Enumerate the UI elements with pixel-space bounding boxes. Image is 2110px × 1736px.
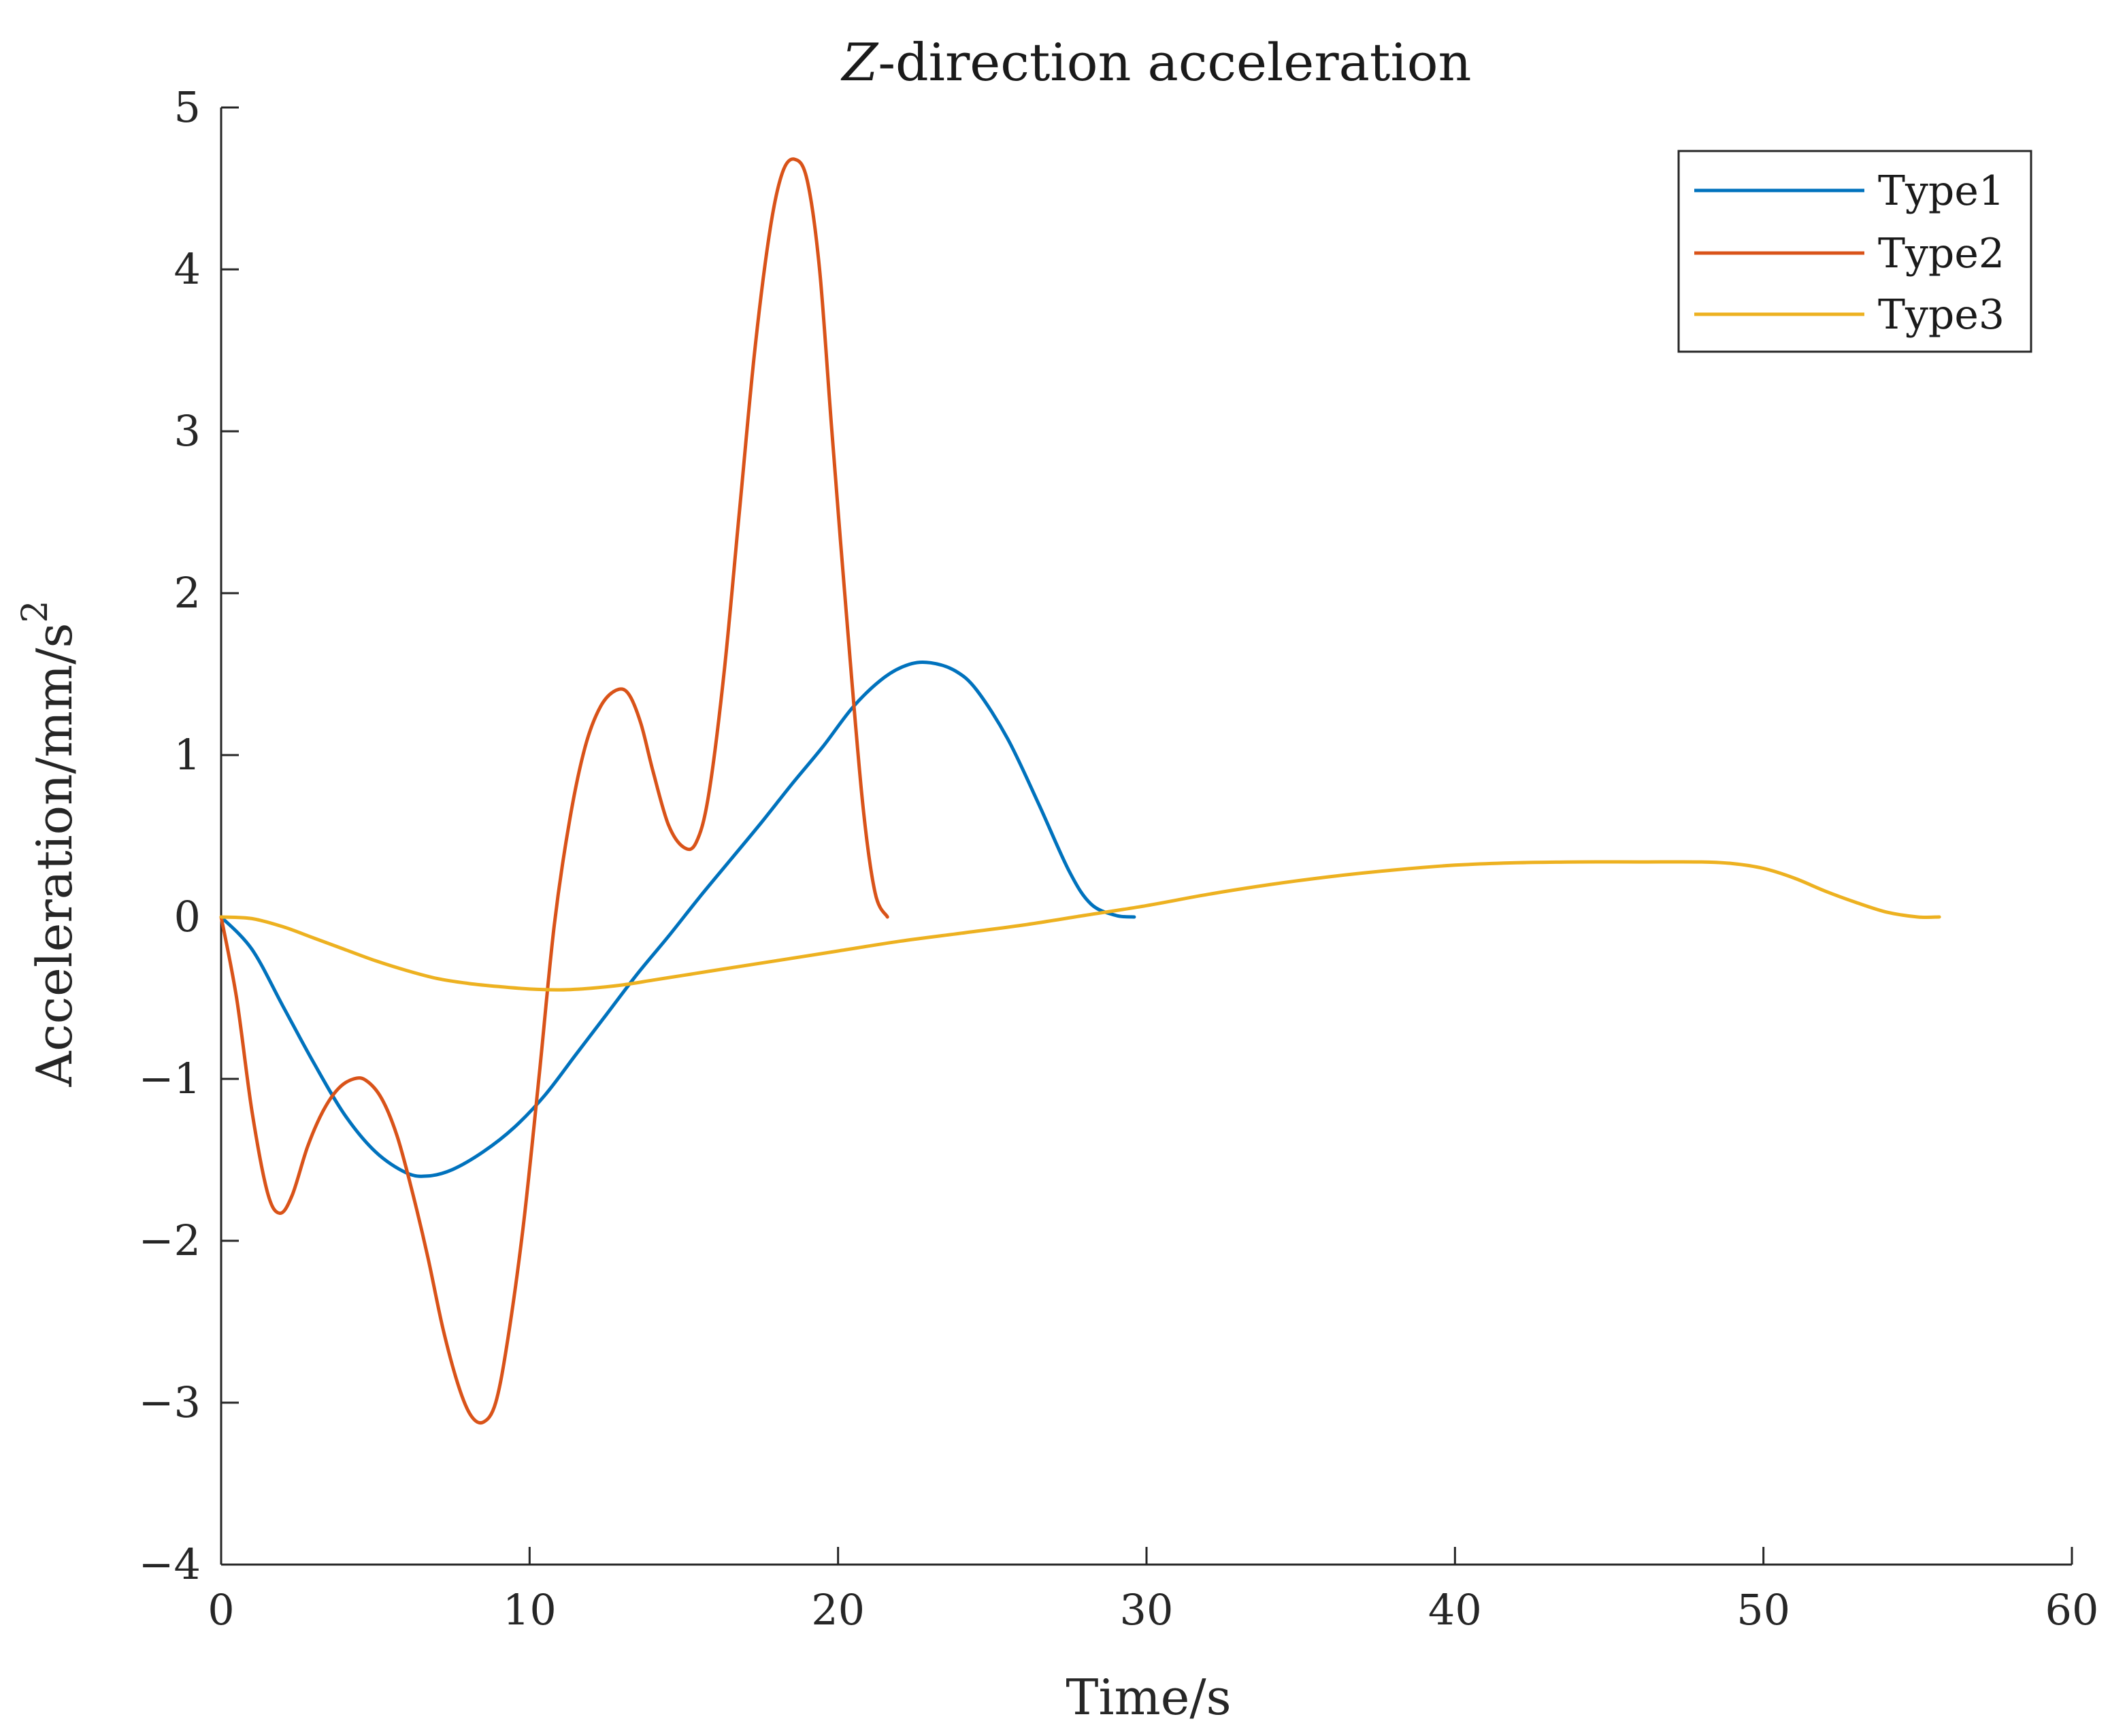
y-tick-label: −3 bbox=[139, 1378, 201, 1427]
x-tick-label: 60 bbox=[2045, 1585, 2099, 1635]
chart-title-italic: Z bbox=[841, 32, 879, 93]
y-axis-label-text: Acceleration/mm/s bbox=[26, 623, 83, 1088]
series-line-type2 bbox=[219, 157, 889, 1425]
legend-label-type2: Type2 bbox=[1878, 230, 2005, 278]
series-lines bbox=[219, 157, 1941, 1425]
y-tick-label: 2 bbox=[174, 568, 201, 618]
x-tick-label: 30 bbox=[1120, 1585, 1174, 1635]
x-tick-label: 10 bbox=[503, 1585, 557, 1635]
x-tick-label: 50 bbox=[1736, 1585, 1790, 1635]
legend: Type1 Type2 Type3 bbox=[1677, 150, 2032, 353]
y-axis-label-group: Acceleration/mm/s2 bbox=[15, 600, 83, 1087]
y-tick-label: 0 bbox=[174, 892, 201, 941]
y-tick-label: 1 bbox=[174, 730, 201, 780]
x-axis-label: Time/s bbox=[1066, 1669, 1231, 1726]
series-line-type3 bbox=[219, 860, 1941, 992]
x-axis: 0 10 20 30 40 50 60 bbox=[208, 1547, 2098, 1635]
chart-title: Z-direction acceleration bbox=[841, 32, 1472, 93]
series-line-type1 bbox=[219, 660, 1136, 1178]
y-tick-label: −2 bbox=[139, 1216, 201, 1265]
x-tick-label: 0 bbox=[208, 1585, 234, 1635]
legend-label-type3: Type3 bbox=[1878, 291, 2005, 339]
y-axis-label: Acceleration/mm/s2 bbox=[15, 600, 83, 1087]
y-tick-label: 3 bbox=[174, 406, 201, 456]
y-axis-label-superscript: 2 bbox=[15, 600, 56, 622]
y-tick-label: −4 bbox=[139, 1539, 201, 1589]
y-axis: −4 −3 −2 −1 0 1 2 3 4 5 bbox=[139, 82, 239, 1589]
y-tick-label: 5 bbox=[174, 82, 201, 132]
x-tick-label: 20 bbox=[811, 1585, 865, 1635]
chart-title-rest: -direction acceleration bbox=[878, 32, 1471, 93]
y-tick-label: 4 bbox=[174, 244, 201, 294]
legend-label-type1: Type1 bbox=[1878, 167, 2005, 215]
y-tick-label: −1 bbox=[139, 1054, 201, 1103]
x-tick-label: 40 bbox=[1428, 1585, 1482, 1635]
